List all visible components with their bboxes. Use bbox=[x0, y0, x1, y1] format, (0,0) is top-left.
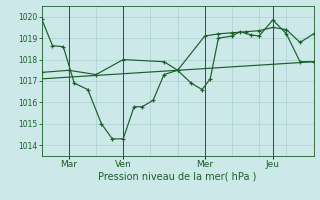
X-axis label: Pression niveau de la mer( hPa ): Pression niveau de la mer( hPa ) bbox=[99, 172, 257, 182]
